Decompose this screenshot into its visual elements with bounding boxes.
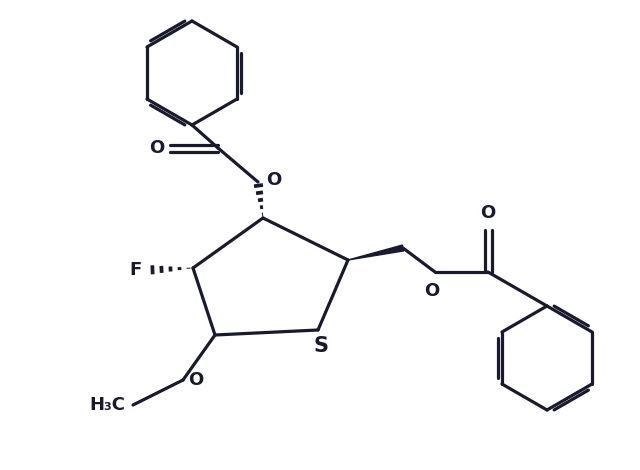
Text: O: O xyxy=(424,282,440,300)
Text: O: O xyxy=(266,171,281,189)
Text: O: O xyxy=(481,204,495,222)
Text: S: S xyxy=(314,336,328,356)
Text: O: O xyxy=(148,139,164,157)
Text: O: O xyxy=(188,371,204,389)
Text: H₃C: H₃C xyxy=(89,396,125,414)
Text: F: F xyxy=(130,261,142,279)
Polygon shape xyxy=(348,245,404,260)
